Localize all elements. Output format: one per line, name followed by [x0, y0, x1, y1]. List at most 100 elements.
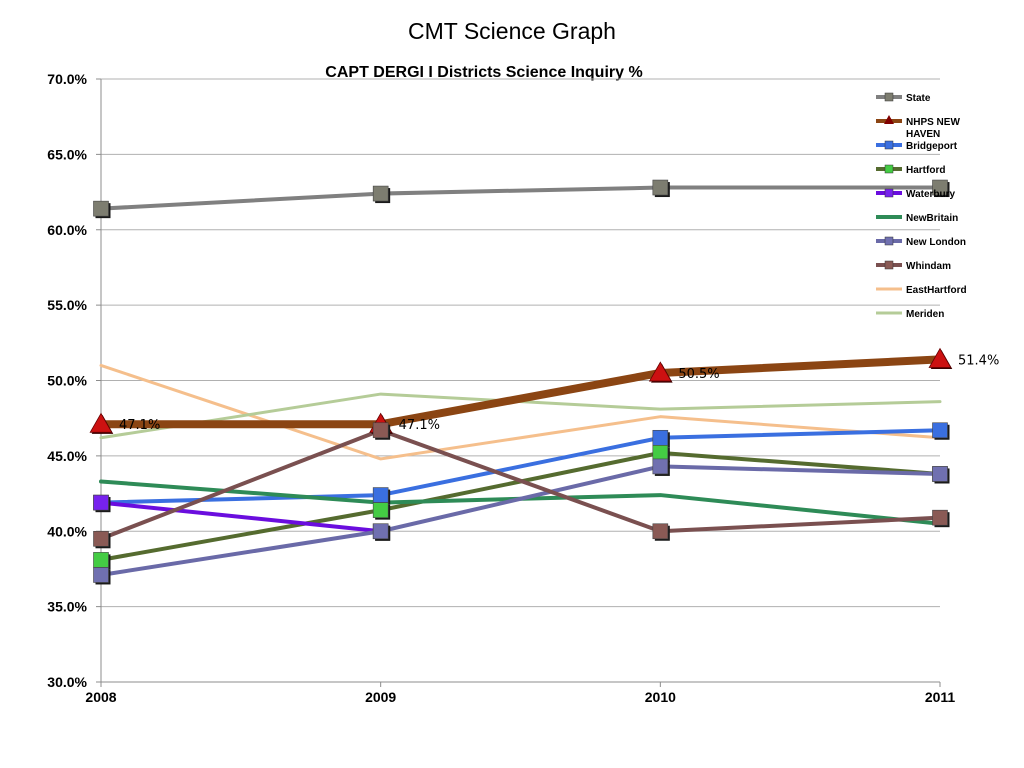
grid: [101, 78, 940, 683]
series-line-state: [99, 185, 942, 211]
legend-label: Hartford: [906, 165, 945, 176]
y-tick-label: 60.0%: [47, 222, 87, 238]
data-label-nhps-new-haven: 47.1%: [399, 418, 440, 433]
y-tick-label: 55.0%: [47, 297, 87, 313]
marker-face: [652, 445, 669, 461]
data-point-state: [372, 185, 391, 204]
legend-item-state: State: [876, 92, 931, 104]
y-tick-label: 45.0%: [47, 448, 87, 464]
marker-face: [652, 458, 669, 475]
series-line-new-london: [99, 464, 942, 577]
data-point-hartford: [652, 445, 670, 463]
data-point-whindam: [652, 523, 670, 541]
marker-face: [93, 552, 109, 568]
data-point-nhps-new-haven: [928, 347, 953, 369]
legend-swatch-marker: [884, 164, 894, 174]
x-tick-label: 2009: [365, 689, 396, 705]
legend-swatch-marker: [884, 140, 894, 150]
series-line-waterbury: [99, 500, 383, 534]
legend-item-nhps-new-haven: NHPS NEW HAVEN: [876, 115, 960, 140]
legend-item-meriden: Meriden: [876, 309, 944, 320]
data-label-nhps-new-haven: 50.5%: [678, 367, 719, 382]
data-point-whindam: [932, 509, 950, 528]
data-point-new-london: [93, 567, 111, 585]
marker-face: [372, 502, 389, 518]
legend-item-whindam: Whindam: [876, 260, 951, 272]
data-point-whindam: [93, 530, 111, 549]
series-line-bridgeport: [99, 428, 942, 505]
data-point-new-london: [372, 523, 391, 541]
series-line-whindam: [99, 428, 942, 541]
marker-face: [652, 179, 669, 196]
legend-label: Meriden: [906, 309, 944, 320]
marker-face: [652, 523, 669, 540]
data-point-state: [932, 179, 950, 198]
legend-item-newbritain: NewBritain: [876, 213, 958, 224]
legend-label: NHPS NEW HAVEN: [906, 117, 960, 140]
legend-swatch-marker: [884, 92, 894, 102]
y-tick-label: 40.0%: [47, 523, 87, 539]
data-point-whindam: [372, 422, 391, 440]
legend-label: Whindam: [906, 261, 951, 272]
series-line-nhps-new-haven: [97, 355, 944, 429]
marker-face: [932, 422, 948, 439]
data-labels: 47.1% 47.1% 50.5% 51.4%: [119, 353, 999, 433]
legend-label: NewBritain: [906, 213, 958, 224]
marker-face: [648, 361, 672, 382]
y-tick-label: 35.0%: [47, 599, 87, 615]
marker-face: [93, 494, 109, 511]
y-tick-label: 70.0%: [47, 71, 87, 87]
marker-face: [372, 185, 389, 202]
series-markers: [89, 179, 953, 585]
data-point-waterbury: [93, 494, 111, 513]
legend-label: EastHartford: [906, 285, 967, 296]
axes: 30.0% 35.0% 40.0% 45.0% 50.0% 55.0% 60.0% 65.0%…: [47, 71, 955, 705]
y-tick-label: 65.0%: [47, 146, 87, 162]
data-point-new-london: [932, 466, 950, 484]
legend-label: New London: [906, 237, 966, 248]
data-point-bridgeport: [932, 422, 950, 440]
data-point-state: [93, 200, 111, 219]
marker-face: [93, 200, 109, 217]
data-label-nhps-new-haven: 47.1%: [119, 418, 160, 433]
legend-label: State: [906, 93, 931, 104]
slide-title: CMT Science Graph: [408, 18, 616, 44]
legend-label-line: NHPS NEW: [906, 117, 960, 128]
data-point-new-london: [652, 458, 670, 476]
legend-label: Bridgeport: [906, 141, 958, 152]
data-point-hartford: [93, 552, 111, 570]
series-lines: [97, 185, 944, 577]
legend-swatch-marker: [884, 236, 894, 246]
y-tick-label: 50.0%: [47, 373, 87, 389]
legend-swatch-marker: [884, 260, 894, 270]
y-tick-label: 30.0%: [47, 674, 87, 690]
data-point-nhps-new-haven: [89, 412, 114, 434]
chart-title: CAPT DERGI I Districts Science Inquiry %: [325, 64, 642, 81]
legend-item-new-london: New London: [876, 236, 966, 248]
x-tick-label: 2011: [925, 689, 956, 705]
marker-face: [928, 347, 952, 368]
marker-face: [372, 523, 389, 540]
data-point-state: [652, 179, 670, 198]
x-tick-label: 2010: [645, 689, 676, 705]
marker-face: [932, 509, 948, 526]
marker-face: [93, 530, 109, 547]
legend-label-line: HAVEN: [906, 129, 940, 140]
legend-item-waterbury: Waterbury: [876, 188, 956, 200]
marker-face: [372, 487, 389, 503]
legend-item-hartford: Hartford: [876, 164, 945, 176]
legend-label: Waterbury: [906, 189, 956, 200]
data-point-bridgeport: [372, 487, 391, 505]
data-point-nhps-new-haven: [648, 361, 673, 383]
marker-face: [89, 412, 113, 433]
data-label-nhps-new-haven: 51.4%: [958, 353, 999, 368]
marker-face: [93, 567, 109, 583]
data-point-bridgeport: [652, 429, 670, 448]
data-point-hartford: [372, 502, 391, 520]
marker-face: [932, 179, 948, 196]
legend-swatch-marker: [884, 115, 894, 124]
legend-item-bridgeport: Bridgeport: [876, 140, 958, 152]
x-tick-label: 2008: [85, 689, 116, 705]
